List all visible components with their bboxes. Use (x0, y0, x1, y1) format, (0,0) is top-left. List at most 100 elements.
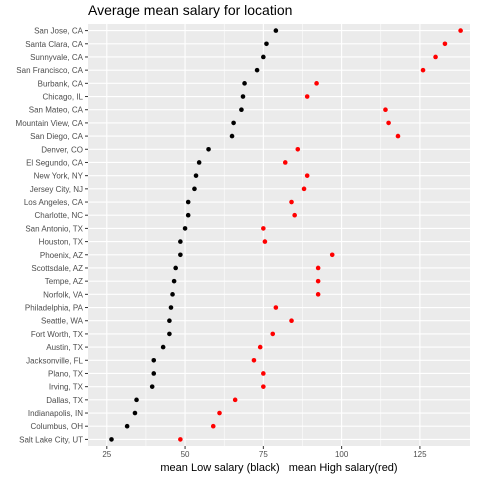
low-salary-point (185, 199, 191, 205)
low-salary-point (254, 67, 260, 73)
x-tick-label: 75 (259, 450, 268, 459)
high-salary-point (273, 305, 279, 310)
x-axis-label: mean Low salary (black) mean High salary… (160, 462, 398, 474)
low-salary-point (171, 278, 177, 284)
y-tick-label: Mountain View, CA (16, 119, 84, 128)
low-salary-point (182, 226, 188, 231)
high-salary-point (433, 54, 438, 60)
low-salary-point (170, 292, 175, 297)
high-salary-point (304, 94, 310, 99)
y-tick-label: San Jose, CA (34, 27, 84, 36)
y-tick-label: Plano, TX (48, 369, 84, 378)
low-salary-point (167, 331, 172, 337)
y-tick-label: Sunnyvale, CA (30, 53, 84, 62)
y-tick-label: San Mateo, CA (29, 106, 84, 115)
plot-panel (88, 24, 470, 446)
y-tick-label: Santa Clara, CA (25, 40, 83, 49)
y-tick-label: San Antonio, TX (25, 224, 83, 233)
x-tick-label: 50 (181, 450, 190, 459)
high-salary-point (217, 410, 222, 416)
y-tick-label: Dallas, TX (46, 396, 83, 405)
high-salary-point (315, 278, 321, 284)
high-salary-point (315, 292, 321, 297)
high-salary-point (261, 384, 266, 389)
y-tick-label: Jacksonville, FL (26, 356, 83, 365)
high-salary-point (257, 344, 263, 350)
low-salary-point (192, 186, 197, 192)
low-salary-point (109, 437, 114, 442)
low-salary-point (124, 423, 130, 429)
high-salary-point (251, 357, 257, 363)
x-tick-label: 25 (102, 450, 111, 459)
y-tick-label: Seattle, WA (41, 317, 84, 326)
low-salary-point (132, 410, 138, 416)
low-salary-point (231, 120, 236, 126)
low-salary-point (261, 54, 266, 60)
high-salary-point (301, 186, 307, 192)
low-salary-point (196, 160, 202, 165)
x-tick-label: 100 (335, 450, 349, 459)
high-salary-point (232, 397, 238, 403)
low-salary-point (151, 371, 157, 376)
y-tick-label: Irving, TX (49, 383, 84, 392)
x-tick-label: 125 (413, 450, 427, 459)
high-salary-point (395, 133, 401, 139)
chart-title: Average mean salary for location (88, 2, 293, 18)
low-salary-point (239, 107, 244, 113)
high-salary-point (178, 437, 183, 442)
low-salary-point (151, 357, 157, 363)
y-tick-label: Fort Worth, TX (31, 330, 84, 339)
high-salary-point (420, 67, 426, 73)
low-salary-point (173, 265, 178, 271)
y-tick-label: Austin, TX (46, 343, 83, 352)
y-tick-label: El Segundo, CA (26, 158, 84, 167)
high-salary-point (295, 146, 301, 152)
y-tick-label: Phoenix, AZ (40, 251, 83, 260)
high-salary-point (383, 107, 388, 113)
low-salary-point (167, 318, 172, 324)
y-tick-label: Los Angeles, CA (24, 198, 84, 207)
y-tick-label: Burbank, CA (38, 79, 84, 88)
low-salary-point (160, 344, 166, 350)
low-salary-point (178, 239, 183, 244)
y-tick-label: Philadelphia, PA (25, 304, 84, 313)
high-salary-point (315, 265, 321, 271)
low-salary-point (240, 94, 246, 99)
low-salary-point (134, 397, 139, 403)
y-tick-label: San Francisco, CA (16, 66, 83, 75)
y-tick-label: Norfolk, VA (43, 290, 84, 299)
high-salary-point (386, 120, 391, 126)
low-salary-point (229, 133, 235, 139)
high-salary-point (289, 318, 294, 324)
y-tick-label: Columbus, OH (31, 422, 84, 431)
high-salary-point (262, 239, 268, 244)
high-salary-point (261, 226, 266, 231)
high-salary-point (270, 331, 276, 337)
y-tick-label: Houston, TX (39, 238, 84, 247)
y-tick-label: Indianapolis, IN (28, 409, 83, 418)
low-salary-point (242, 81, 247, 86)
low-salary-point (178, 252, 183, 258)
high-salary-point (210, 423, 216, 429)
low-salary-point (149, 384, 155, 389)
low-salary-point (168, 305, 174, 310)
y-tick-label: San Diego, CA (30, 132, 84, 141)
high-salary-point (304, 173, 310, 178)
high-salary-point (261, 371, 266, 376)
low-salary-point (185, 212, 191, 218)
high-salary-point (289, 199, 294, 205)
y-tick-label: Salt Lake City, UT (19, 435, 83, 444)
high-salary-point (292, 212, 297, 218)
high-salary-point (282, 160, 288, 165)
y-tick-label: Charlotte, NC (35, 211, 84, 220)
low-salary-point (206, 146, 211, 152)
y-tick-label: Jersey City, NJ (30, 185, 83, 194)
low-salary-point (193, 173, 199, 178)
high-salary-point (442, 41, 448, 47)
low-salary-point (264, 41, 269, 47)
high-salary-point (329, 252, 335, 258)
y-tick-label: New York, NY (34, 172, 84, 181)
y-tick-label: Tempe, AZ (45, 277, 83, 286)
